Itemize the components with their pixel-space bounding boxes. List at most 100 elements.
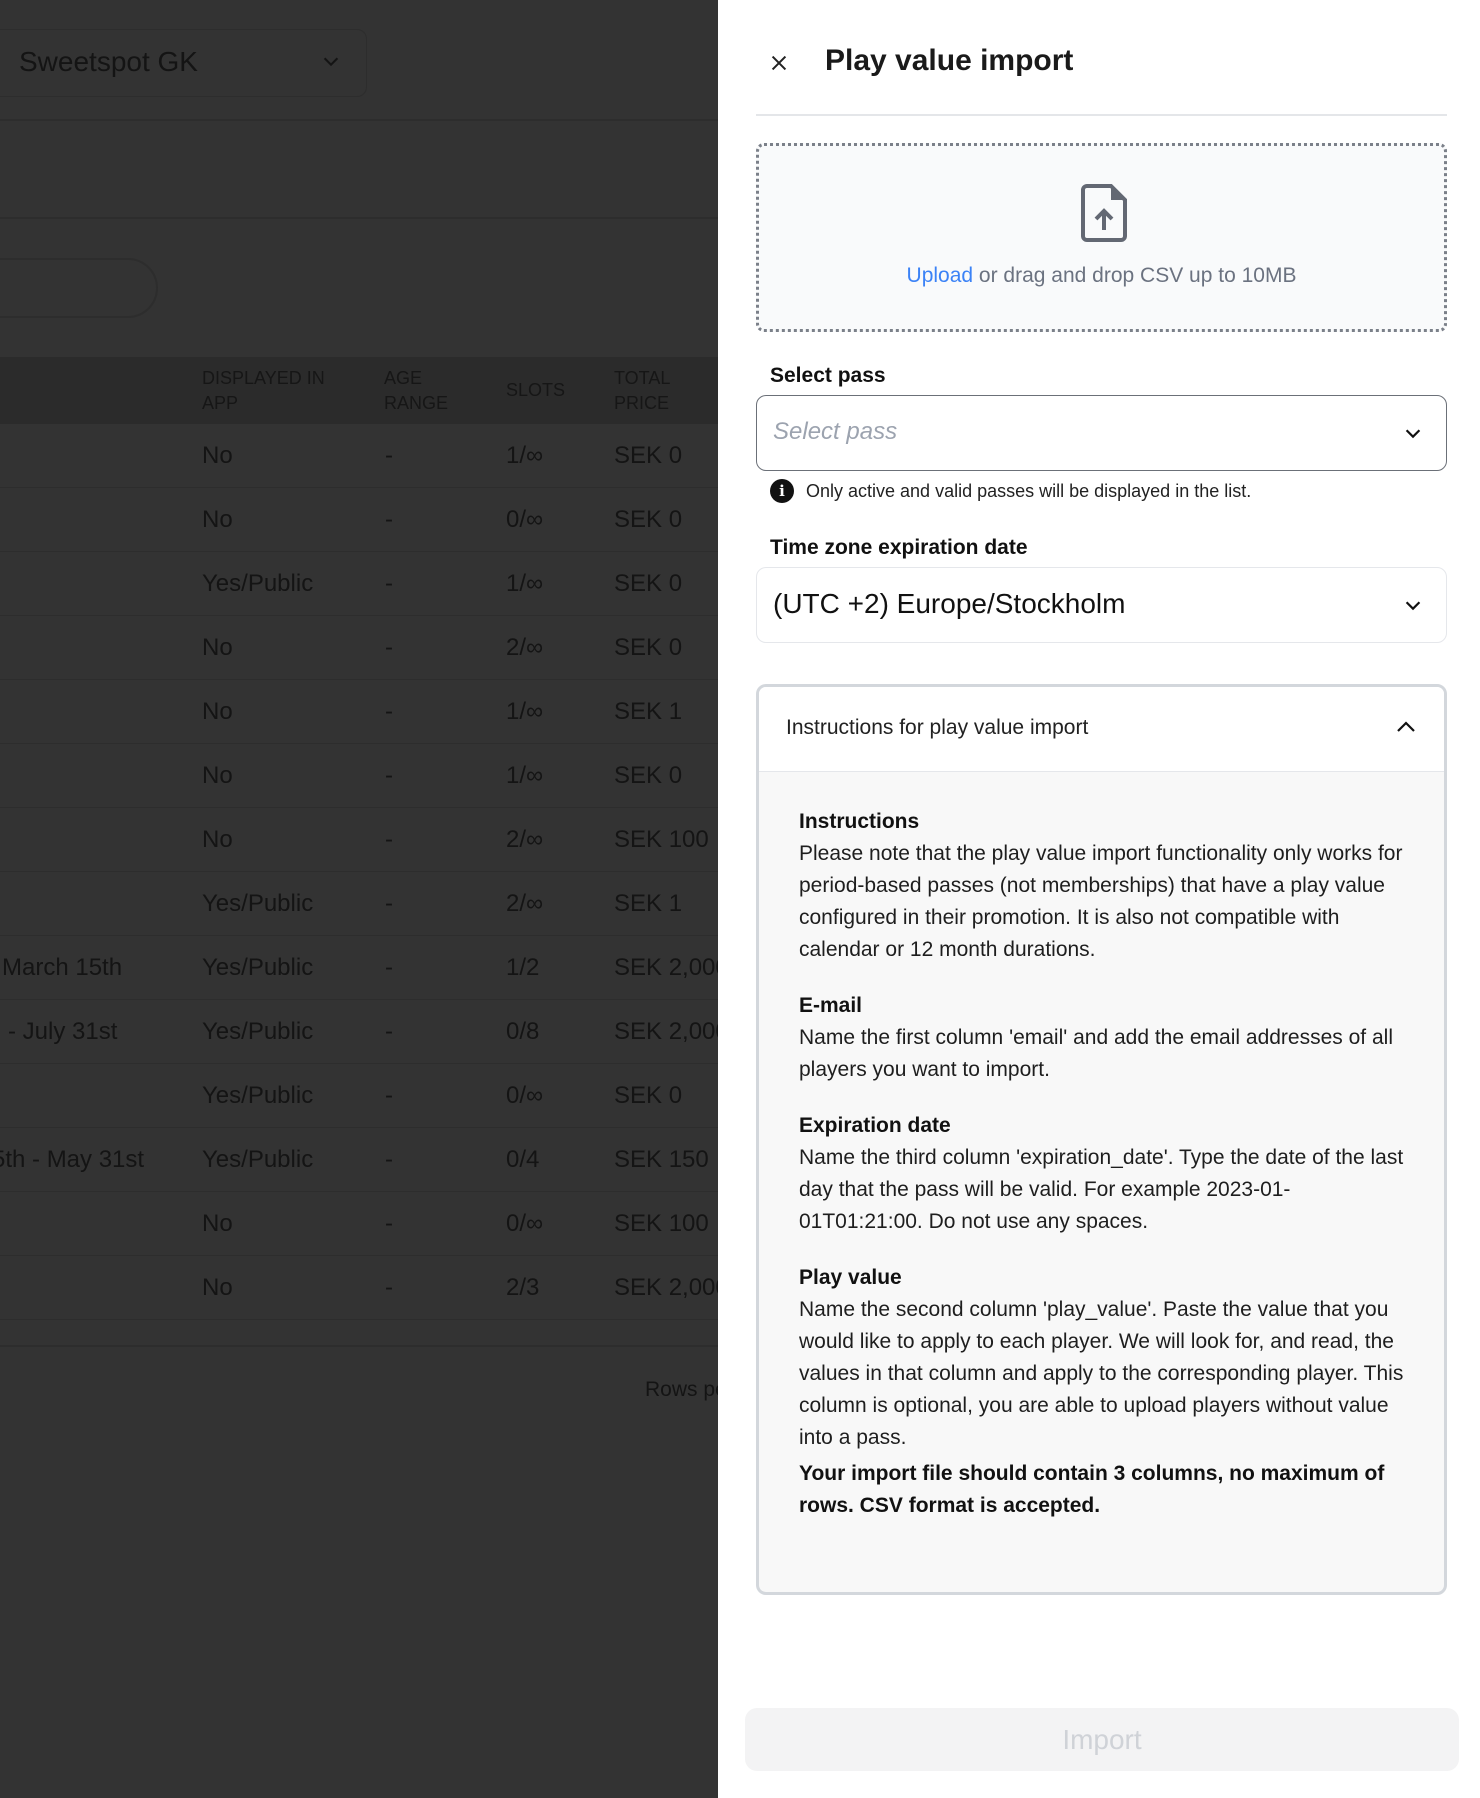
instructions-text: Please note that the play value import f… (799, 842, 1403, 961)
cell-name: h - July 31st (0, 1018, 118, 1045)
timezone-dropdown[interactable]: (UTC +2) Europe/Stockholm (756, 567, 1447, 643)
cell-displayed: Yes/Public (202, 954, 314, 981)
timezone-label: Time zone expiration date (770, 536, 1028, 559)
select-pass-dropdown[interactable]: Select pass (756, 395, 1447, 471)
cell-age: - (385, 698, 393, 725)
search-input[interactable] (0, 258, 158, 318)
email-heading: E-mail (799, 994, 863, 1017)
cell-age: - (385, 506, 393, 533)
column-header-price: TOTAL PRICE (614, 368, 671, 413)
play-value-heading: Play value (799, 1266, 902, 1289)
timezone-value: (UTC +2) Europe/Stockholm (773, 588, 1126, 619)
cell-slots: 2/3 (506, 1274, 540, 1301)
cell-price: SEK 2,000 (614, 954, 718, 981)
table-row[interactable]: No - 1/∞ SEK 0 (0, 424, 718, 488)
cell-slots: 1/∞ (506, 442, 544, 469)
cell-price: SEK 0 (614, 634, 683, 661)
cell-displayed: No (202, 442, 233, 469)
instructions-heading: Instructions (799, 810, 920, 833)
cell-age: - (385, 634, 393, 661)
cell-age: - (385, 1274, 393, 1301)
cell-age: - (385, 890, 393, 917)
table-row[interactable]: Yes/Public - 2/∞ SEK 1 (0, 872, 718, 936)
file-upload-icon (1081, 184, 1127, 242)
cell-price: SEK 0 (614, 762, 683, 789)
cell-displayed: Yes/Public (202, 890, 314, 917)
cell-displayed: Yes/Public (202, 570, 314, 597)
divider (0, 1345, 718, 1347)
rows-per-page-label: Rows per page (645, 1378, 718, 1401)
upload-hint: or drag and drop CSV up to 10MB (973, 264, 1297, 287)
table-row[interactable]: 5th - May 31st Yes/Public - 0/4 SEK 150 (0, 1128, 718, 1192)
cell-displayed: No (202, 762, 233, 789)
cell-name: March 15th (2, 954, 123, 981)
cell-age: - (385, 826, 393, 853)
column-header-age: AGE RANGE (384, 368, 449, 413)
instructions-accordion-header[interactable]: Instructions for play value import (759, 687, 1444, 772)
table-row[interactable]: March 15th Yes/Public - 1/2 SEK 2,000 (0, 936, 718, 1000)
chevron-down-icon (1405, 601, 1421, 611)
club-select[interactable]: Sweetspot GK (0, 29, 367, 97)
table-row[interactable]: h - July 31st Yes/Public - 0/8 SEK 2,000 (0, 1000, 718, 1064)
club-select-value: Sweetspot GK (19, 46, 198, 77)
table-row[interactable]: No - 1/∞ SEK 0 (0, 744, 718, 808)
cell-price: SEK 0 (614, 1082, 683, 1109)
instructions-accordion-title: Instructions for play value import (786, 716, 1089, 739)
cell-price: SEK 100 (614, 1210, 709, 1237)
table-row[interactable]: No - 2/3 SEK 2,000 (0, 1256, 718, 1320)
select-pass-info: i Only active and valid passes will be d… (770, 479, 1251, 503)
table-row[interactable]: No - 2/∞ SEK 100 (0, 808, 718, 872)
format-note: Your import file should contain 3 column… (799, 1462, 1385, 1517)
cell-age: - (385, 762, 393, 789)
divider (0, 119, 718, 121)
cell-displayed: Yes/Public (202, 1146, 314, 1173)
cell-displayed: No (202, 826, 233, 853)
expiration-text: Name the third column 'expiration_date'.… (799, 1146, 1404, 1233)
cell-slots: 2/∞ (506, 890, 544, 917)
instructions-body: Instructions Please note that the play v… (759, 772, 1444, 1522)
cell-slots: 1/∞ (506, 570, 544, 597)
table-row[interactable]: Yes/Public - 1/∞ SEK 0 (0, 552, 718, 616)
select-pass-placeholder: Select pass (773, 418, 898, 445)
upload-dropzone[interactable]: Upload or drag and drop CSV up to 10MB (756, 143, 1447, 332)
cell-price: SEK 1 (614, 698, 683, 725)
cell-displayed: No (202, 506, 233, 533)
cell-slots: 0/∞ (506, 1210, 544, 1237)
cell-price: SEK 0 (614, 442, 683, 469)
cell-age: - (385, 1210, 393, 1237)
cell-displayed: No (202, 634, 233, 661)
table-row[interactable]: No - 2/∞ SEK 0 (0, 616, 718, 680)
cell-age: - (385, 954, 393, 981)
cell-displayed: No (202, 698, 233, 725)
divider (0, 217, 718, 219)
table-row[interactable]: No - 0/∞ SEK 0 (0, 488, 718, 552)
info-icon: i (770, 479, 794, 503)
cell-slots: 1/2 (506, 954, 540, 981)
cell-age: - (385, 570, 393, 597)
chevron-up-icon (1397, 721, 1415, 732)
cell-age: - (385, 1082, 393, 1109)
cell-slots: 1/∞ (506, 698, 544, 725)
table-row[interactable]: No - 0/∞ SEK 100 (0, 1192, 718, 1256)
cell-price: SEK 150 (614, 1146, 709, 1173)
cell-slots: 0/∞ (506, 1082, 544, 1109)
import-button[interactable]: Import (745, 1708, 1459, 1771)
chevron-down-icon (1405, 429, 1421, 439)
cell-price: SEK 0 (614, 570, 683, 597)
table-row[interactable]: No - 1/∞ SEK 1 (0, 680, 718, 744)
background-page: Sweetspot GK DISPLAYED IN APP AGE RANGE … (0, 0, 718, 1798)
drawer-title: Play value import (825, 44, 1074, 77)
cell-price: SEK 2,000 (614, 1018, 718, 1045)
table-header: DISPLAYED IN APP AGE RANGE SLOTS TOTAL P… (0, 357, 718, 424)
cell-slots: 1/∞ (506, 762, 544, 789)
select-pass-label: Select pass (770, 364, 886, 387)
cell-price: SEK 0 (614, 506, 683, 533)
instructions-accordion: Instructions for play value import Instr… (756, 684, 1447, 1595)
expiration-heading: Expiration date (799, 1114, 951, 1137)
close-icon[interactable] (768, 52, 790, 74)
upload-link[interactable]: Upload (906, 264, 974, 287)
select-pass-info-text: Only active and valid passes will be dis… (806, 480, 1252, 501)
table-row[interactable]: Yes/Public - 0/∞ SEK 0 (0, 1064, 718, 1128)
cell-slots: 2/∞ (506, 634, 544, 661)
cell-age: - (385, 1018, 393, 1045)
